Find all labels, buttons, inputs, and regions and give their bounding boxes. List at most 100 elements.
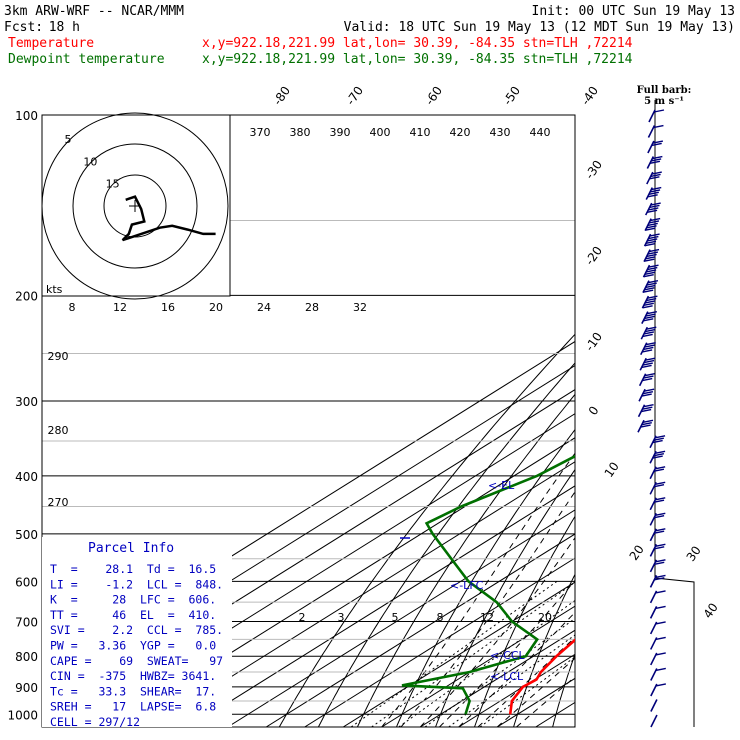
parcel-info-row: T = 28.1 Td = 16.5 [50,562,216,576]
wind-barb [639,357,656,371]
theta-label: 400 [370,126,391,139]
barb-flag [654,561,665,565]
isotherm-label: 20 [627,542,647,563]
theta-label: 410 [410,126,431,139]
barb-flag [645,313,656,317]
hodograph: 5 10 15 kts [41,112,231,300]
wind-barb [650,652,666,666]
wind-barb [649,559,666,573]
hodograph-ring [41,112,229,300]
parcel-info-title: Parcel Info [88,541,174,556]
barb-flag [642,305,653,309]
theta-label: 440 [530,126,551,139]
barb-flag [644,243,655,247]
wind-barb [649,605,666,619]
wind-barb [649,543,666,557]
isotherm-line [573,725,575,727]
barb-flag [655,574,666,579]
isotherm-line [496,677,575,727]
barb-flag [645,357,656,361]
barb-flag [653,452,665,457]
barb-panel-border [654,100,695,727]
barb-flag [649,160,661,165]
barb-flag [648,191,659,196]
barb-flag [649,233,660,237]
barb-flag [651,171,662,175]
barb-flag [655,683,666,687]
barb-flag [645,342,656,346]
barb-flag [649,189,661,193]
init-time: Init: 00 UTC Sun 19 May 13 [532,4,736,19]
valid-time: Valid: 18 UTC Sun 19 May 13 (12 MDT Sun … [344,20,735,35]
wind-barb [648,109,665,123]
mixing-ratio-label: 8 [437,611,444,624]
barb-flag [655,512,666,517]
hodograph-ring-label: 10 [83,155,97,168]
pressure-tick-label: 700 [15,615,38,629]
isotherm-label: 30 [684,543,704,564]
mixing-ratio-label: 5 [392,611,399,624]
wind-barb [638,388,655,402]
parcel-level-marker: <-EL [488,479,515,492]
isotherm-label: -80 [270,84,293,108]
isotherm-label: -10 [582,330,605,354]
isotherm-line [227,509,575,727]
thermo-grid [42,115,740,727]
hodograph-speed-label: 32 [353,301,367,314]
isotherm-line [304,557,575,727]
pressure-tick-label: 100 [15,109,38,123]
barb-flag [643,359,655,364]
barb-flag [655,543,666,548]
barb-flag [647,194,658,198]
isotherm-line [342,581,575,727]
hodograph-speed-label: 12 [113,301,127,314]
barb-legend-line2: 5 m s⁻¹ [644,96,684,107]
moist-adiabat-line [419,537,575,727]
isotherm-label: -20 [582,244,605,268]
parcel-info-row: LI = -1.2 LCL = 848. [50,577,223,591]
barb-flag [642,349,653,353]
pressure-tick-label: 500 [15,528,38,542]
barb-flag [655,652,666,656]
wind-barb [647,124,664,138]
barb-shaft [647,125,656,138]
barb-flag [655,497,666,501]
dry-adiabat-line [709,115,740,727]
barb-flag [644,344,655,348]
barb-flag [653,515,665,519]
barb-flag [652,455,663,459]
theta-label: 420 [450,126,471,139]
pressure-tick-label: 800 [15,650,38,664]
dry-adiabat-line [435,468,575,727]
hodograph-speed-label: 28 [305,301,319,314]
temperature-legend-label: Temperature [8,36,94,51]
barb-flag [643,274,654,278]
dewpoint-location: x,y=922.18,221.99 lat,lon= 30.39, -84.35… [202,52,633,67]
barb-flag [655,466,666,470]
barb-flag [648,207,659,211]
isotherm-line [265,533,575,727]
wind-barb [638,373,655,387]
pressure-tick-label: 400 [15,470,38,484]
sounding-profiles [401,454,575,715]
isotherm-line [73,413,575,727]
barb-flag [648,235,659,240]
isotherm-label: -40 [578,84,601,108]
mixing-ratio-line [448,634,575,727]
wind-barb [649,574,666,588]
isotherm-label: -60 [422,84,445,108]
wind-barb [650,714,658,728]
mixing-ratio-label: 12 [480,611,494,624]
barb-flag [646,253,657,258]
barb-flag [655,636,666,641]
barb-flag [643,331,655,335]
isotherm-line [419,629,575,727]
dry-adiabat-line [670,115,740,727]
barb-flag [645,227,656,231]
moist-adiabat-line [381,452,575,727]
theta-label: 390 [330,126,351,139]
moist-adiabat-line [477,636,575,727]
barb-flag [644,287,655,291]
wind-barb [649,636,666,650]
parcel-info-row: PW = 3.36 YGP = 0.0 [50,639,216,653]
